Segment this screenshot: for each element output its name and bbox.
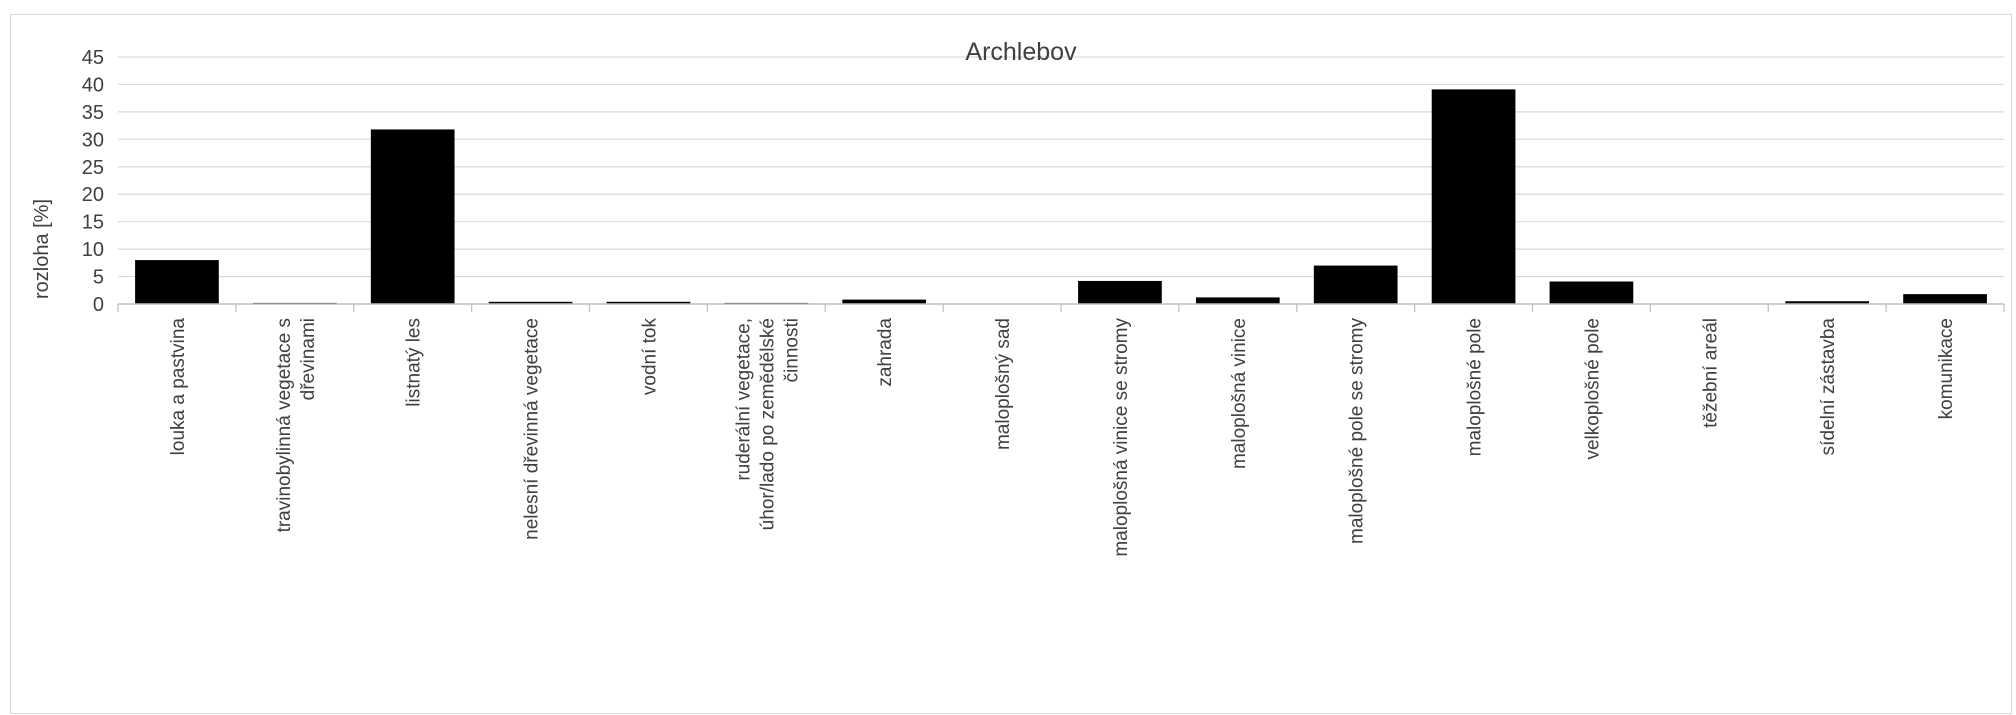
bar-1	[135, 260, 219, 304]
y-tick-label: 40	[82, 74, 104, 96]
x-category-label: maloplošné pole	[1465, 318, 1486, 456]
y-tick-label: 25	[82, 157, 104, 179]
x-category-label-line: maloplošný sad	[993, 318, 1014, 450]
bar-7	[842, 299, 927, 304]
bar-5	[606, 301, 691, 304]
chart-title: Archlebov	[965, 38, 1077, 66]
x-category-label-line: maloplošná vinice se stromy	[1111, 318, 1132, 557]
x-category-label: zahrada	[875, 318, 896, 387]
x-category-label-line: činnosti	[781, 318, 802, 382]
bar-3	[370, 129, 455, 304]
y-tick-label: 15	[82, 212, 104, 234]
y-tick-label: 10	[82, 239, 104, 261]
x-category-label-line: komunikace	[1936, 318, 1957, 419]
y-tick-label: 0	[93, 294, 104, 316]
x-category-label: louka a pastvina	[168, 318, 189, 456]
y-tick-label: 30	[82, 129, 104, 151]
bar-15	[1785, 301, 1870, 304]
x-category-label-line: louka a pastvina	[168, 318, 189, 456]
bar-13	[1549, 281, 1634, 304]
y-tick-label: 20	[82, 184, 104, 206]
y-axis-label: rozloha [%]	[31, 199, 53, 299]
x-category-label: velkoplošné pole	[1582, 318, 1603, 460]
bar-4	[488, 301, 573, 304]
bar-10	[1195, 297, 1280, 304]
x-category-label: listnatý les	[404, 318, 425, 407]
x-category-label-line: velkoplošné pole	[1582, 318, 1603, 460]
x-category-label-line: úhor/lado po zemědělské	[757, 318, 778, 530]
x-category-label-line: maloplošné pole se stromy	[1347, 318, 1368, 544]
y-tick-label: 35	[82, 102, 104, 124]
bar-12	[1431, 89, 1516, 304]
x-category-label-line: těžební areál	[1700, 318, 1721, 428]
x-category-label-line: zahrada	[875, 318, 896, 387]
x-category-label: těžební areál	[1700, 318, 1721, 428]
x-category-label: maloplošná vinice se stromy	[1111, 318, 1132, 557]
x-category-label: maloplošný sad	[993, 318, 1014, 450]
y-tick-label: 5	[93, 267, 104, 289]
x-category-label: maloplošná vinice	[1229, 318, 1250, 469]
chart-frame: 0 5 10 15 20 25 30 35 40 45 louka a pastvina travin…	[10, 14, 2012, 714]
axes: 0 5 10 15 20 25 30 35 40 45 louka a pastvina travin…	[82, 47, 2005, 557]
x-category-label-line: vodní tok	[639, 318, 660, 396]
x-category-label-line: listnatý les	[404, 318, 425, 407]
x-category-label-line: sídelní zástavba	[1818, 318, 1839, 456]
x-category-label: nelesní dřevinná vegetace	[522, 318, 543, 540]
x-category-label: ruderální vegetace, úhor/lado po zeměděls…	[733, 318, 802, 530]
x-category-label: vodní tok	[639, 318, 660, 396]
y-tick-label: 45	[82, 47, 104, 69]
x-category-label-line: maloplošná vinice	[1229, 318, 1250, 469]
bar-11	[1313, 265, 1398, 304]
x-category-label: travinobylinná vegetace s dřevinami	[274, 318, 319, 532]
x-category-label: maloplošné pole se stromy	[1347, 318, 1368, 544]
x-category-label: sídelní zástavba	[1818, 318, 1839, 456]
bars	[135, 89, 1987, 304]
x-category-label: komunikace	[1936, 318, 1957, 419]
x-category-label-line: maloplošné pole	[1465, 318, 1486, 456]
bar-16	[1903, 294, 1987, 304]
x-category-label-line: ruderální vegetace,	[733, 318, 754, 481]
x-category-label-line: nelesní dřevinná vegetace	[522, 318, 543, 540]
bar-9	[1078, 280, 1162, 304]
x-category-label-line: travinobylinná vegetace s	[274, 318, 295, 532]
x-category-label-line: dřevinami	[298, 318, 319, 400]
bar-chart: 0 5 10 15 20 25 30 35 40 45 louka a pastvina travin…	[31, 38, 2005, 557]
